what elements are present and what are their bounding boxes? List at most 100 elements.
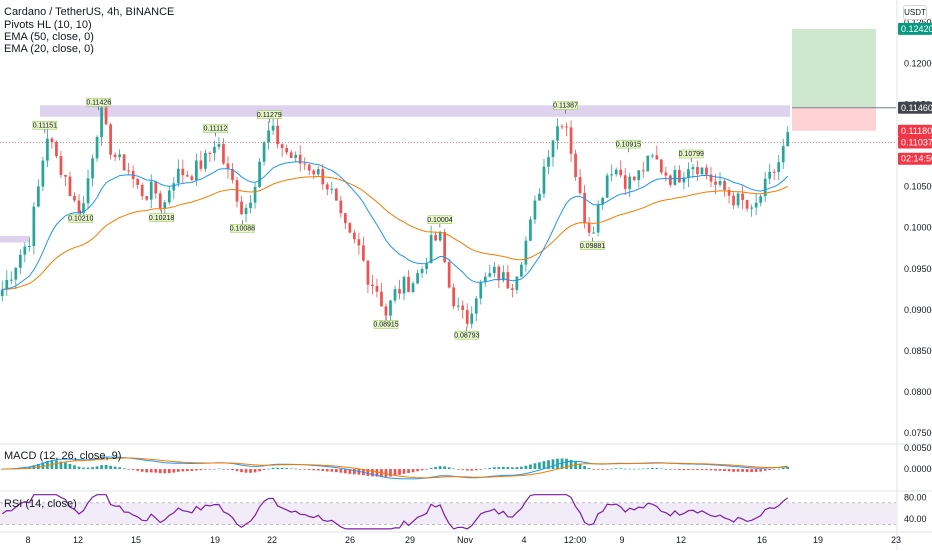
macd-bar xyxy=(542,461,546,470)
candle-body xyxy=(5,279,9,290)
macd-bar xyxy=(700,469,704,470)
macd-bar xyxy=(741,469,744,472)
macd-bar xyxy=(113,466,117,470)
candle-body xyxy=(709,174,713,182)
candle-body xyxy=(529,219,532,241)
pivot-box xyxy=(427,215,453,224)
candle-body xyxy=(447,262,451,288)
candle-body xyxy=(145,196,149,200)
macd-bar xyxy=(781,467,785,470)
macd-bar xyxy=(411,469,415,473)
macd-bar xyxy=(443,466,447,470)
macd-bar xyxy=(86,467,90,470)
macd-bar xyxy=(596,469,600,470)
candle-body xyxy=(777,162,781,173)
macd-bar xyxy=(167,469,171,474)
candle-body xyxy=(357,239,361,246)
candle-body xyxy=(483,276,487,283)
pivot-label: 0.11426 xyxy=(86,99,111,106)
candle-body xyxy=(650,155,654,157)
price-tag-label: 0.12420 xyxy=(901,24,932,34)
macd-bar xyxy=(754,469,758,472)
macd-bar xyxy=(258,469,261,472)
candle-body xyxy=(18,254,22,268)
candle-body xyxy=(492,266,496,274)
pivot-box xyxy=(230,224,255,233)
macd-bar xyxy=(294,468,298,470)
candle-body xyxy=(122,154,126,171)
time-tick-label: 22 xyxy=(267,535,277,545)
candle-body xyxy=(109,124,112,155)
time-tick-label: 8 xyxy=(25,535,30,545)
macd-bar xyxy=(208,469,212,470)
macd-bar xyxy=(669,469,672,470)
macd-bar xyxy=(330,469,334,472)
macd-bar xyxy=(402,469,406,474)
macd-bar xyxy=(325,469,329,472)
macd-bar xyxy=(213,468,216,470)
macd-bar xyxy=(425,469,428,470)
macd-bar xyxy=(768,469,772,470)
candle-body xyxy=(750,207,753,209)
macd-bar xyxy=(483,468,487,470)
candle-body xyxy=(68,176,72,196)
candle-body xyxy=(623,175,627,189)
rsi-line xyxy=(1,494,789,530)
time-tick-label: 16 xyxy=(757,535,767,545)
candle-body xyxy=(172,183,176,191)
macd-bar xyxy=(506,467,510,470)
candle-body xyxy=(50,138,54,143)
macd-bar xyxy=(641,468,645,470)
macd-bar xyxy=(763,469,767,471)
candle-body xyxy=(632,176,636,181)
candle-body xyxy=(303,163,307,165)
macd-bar xyxy=(343,469,347,474)
pivot-label: 0.10088 xyxy=(230,226,255,233)
candle-body xyxy=(185,175,189,177)
candle-body xyxy=(592,232,595,234)
candle-body xyxy=(294,154,298,158)
candle-body xyxy=(222,144,225,164)
pivot-label: 0.11112 xyxy=(204,126,228,133)
candle-body xyxy=(371,284,374,287)
currency-button[interactable]: USDT xyxy=(903,5,927,20)
candle-body xyxy=(605,175,609,198)
pivot-label: 0.09881 xyxy=(580,243,605,250)
candle-body xyxy=(700,167,704,175)
macd-bar xyxy=(691,469,695,470)
rsi-tick-label: 80.00 xyxy=(904,492,927,502)
macd-bar xyxy=(0,469,4,470)
candle-body xyxy=(501,272,505,281)
macd-bar xyxy=(777,468,781,470)
macd-bar xyxy=(574,461,577,470)
macd-bar xyxy=(222,468,225,470)
macd-signal-line xyxy=(2,457,788,479)
candle-body xyxy=(149,181,153,200)
candle-body xyxy=(384,306,388,316)
candle-body xyxy=(601,197,605,205)
pivot-box xyxy=(616,139,641,149)
candle-body xyxy=(380,291,383,307)
candle-body xyxy=(176,168,180,184)
macd-bar xyxy=(511,467,514,470)
support-zone xyxy=(0,235,30,243)
macd-bar xyxy=(619,468,623,470)
macd-bar xyxy=(736,469,740,472)
macd-bar xyxy=(285,468,289,470)
macd-bar xyxy=(190,469,194,472)
macd-bar xyxy=(321,469,325,471)
candle-body xyxy=(768,171,772,179)
indicator-ema20-label: EMA (20, close, 0) xyxy=(4,43,94,55)
candle-body xyxy=(637,170,641,181)
macd-bar xyxy=(470,469,474,471)
long-position-target-area xyxy=(792,28,876,108)
candle-body xyxy=(104,107,108,125)
candle-body xyxy=(696,167,699,175)
macd-bar xyxy=(339,469,343,473)
candle-body xyxy=(37,186,40,207)
candle-body xyxy=(781,146,785,163)
